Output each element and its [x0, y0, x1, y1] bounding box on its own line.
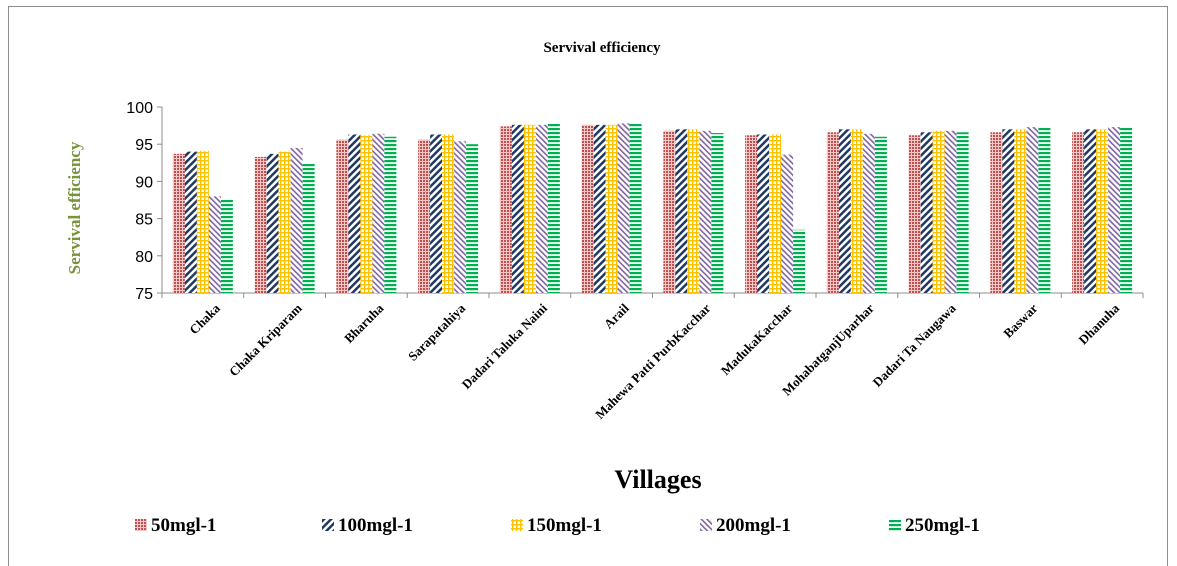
y-axis-label: Servival efficiency — [65, 141, 84, 274]
bar-100mgl-1-Dadari Taluka Naini — [511, 124, 524, 293]
bar-50mgl-1-Chaka Kriparam — [254, 156, 267, 293]
bar-200mgl-1-MohabatganjUparhar — [862, 133, 875, 293]
bar-150mgl-1-Chaka Kriparam — [278, 151, 291, 293]
bar-200mgl-1-Mahewa Patti PurbKacchar — [699, 130, 712, 293]
bar-200mgl-1-Bharuha — [372, 133, 385, 293]
bar-250mgl-1-Arail — [629, 123, 642, 293]
bar-200mgl-1-Chaka Kriparam — [290, 147, 303, 293]
bar-100mgl-1-MadukaKacchar — [757, 134, 770, 293]
x-tick-label: Baswar — [1000, 300, 1040, 340]
bar-250mgl-1-Bharuha — [384, 136, 397, 293]
bar-50mgl-1-Mahewa Patti PurbKacchar — [663, 130, 676, 293]
x-tick-label: Arail — [601, 300, 632, 331]
bar-100mgl-1-Dhanuha — [1084, 129, 1097, 293]
bar-200mgl-1-Arail — [617, 123, 630, 293]
bar-150mgl-1-Dadari Ta Naugawa — [932, 130, 945, 293]
x-tick-label: MadukaKacchar — [718, 300, 796, 378]
bar-150mgl-1-Arail — [605, 124, 618, 293]
bar-250mgl-1-Chaka — [220, 200, 233, 293]
bar-200mgl-1-Dadari Taluka Naini — [535, 124, 548, 293]
bar-250mgl-1-Dhanuha — [1120, 127, 1133, 293]
bar-150mgl-1-Chaka — [196, 150, 209, 293]
legend-swatch-50mgl-1 — [135, 519, 147, 531]
bar-200mgl-1-Chaka — [208, 196, 221, 293]
legend-swatch-200mgl-1 — [700, 519, 712, 531]
bar-50mgl-1-Dhanuha — [1072, 132, 1085, 293]
bar-50mgl-1-MohabatganjUparhar — [826, 132, 839, 293]
bar-150mgl-1-MohabatganjUparhar — [850, 129, 863, 293]
x-tick-label: Dadari Taluka Naini — [459, 300, 551, 392]
legend-label: 50mgl-1 — [151, 515, 216, 536]
legend-swatch-250mgl-1 — [889, 519, 901, 531]
y-tick-label: 80 — [135, 249, 153, 266]
legend-label: 250mgl-1 — [905, 515, 980, 536]
bar-50mgl-1-Baswar — [990, 132, 1003, 293]
y-tick-label: 75 — [135, 286, 153, 303]
bar-250mgl-1-Dadari Taluka Naini — [547, 123, 560, 293]
bar-100mgl-1-Baswar — [1002, 129, 1015, 293]
x-tick-label: Dadari Ta Naugawa — [869, 300, 959, 390]
bar-100mgl-1-Bharuha — [348, 134, 361, 293]
x-tick-label: Sarapatahiya — [405, 300, 469, 364]
bar-100mgl-1-Arail — [593, 124, 606, 293]
bar-100mgl-1-Chaka Kriparam — [266, 153, 279, 293]
bar-50mgl-1-Dadari Ta Naugawa — [908, 135, 921, 293]
bar-50mgl-1-Arail — [581, 124, 594, 293]
bar-250mgl-1-Baswar — [1038, 127, 1051, 293]
bar-150mgl-1-Dadari Taluka Naini — [523, 124, 536, 293]
legend-swatch-150mgl-1 — [511, 519, 523, 531]
bar-50mgl-1-Dadari Taluka Naini — [499, 126, 512, 294]
bar-200mgl-1-Dhanuha — [1108, 127, 1121, 293]
legend: 50mgl-1 100mgl-1 150mgl-1 200mgl-1 250mgl-1 — [135, 515, 980, 536]
bar-200mgl-1-Dadari Ta Naugawa — [944, 130, 957, 293]
bar-100mgl-1-MohabatganjUparhar — [838, 129, 851, 293]
chart-title: Servival efficiency — [543, 40, 661, 56]
legend-label: 100mgl-1 — [338, 515, 413, 536]
y-tick-label: 90 — [135, 174, 153, 191]
bar-250mgl-1-Mahewa Patti PurbKacchar — [711, 133, 724, 293]
y-tick-label: 95 — [135, 137, 153, 154]
x-tick-label: Bharuha — [341, 300, 387, 346]
bar-50mgl-1-Sarapatahiya — [418, 139, 431, 293]
bar-250mgl-1-Chaka Kriparam — [302, 162, 315, 293]
bar-50mgl-1-MadukaKacchar — [745, 135, 758, 293]
bar-250mgl-1-MadukaKacchar — [793, 229, 806, 293]
bar-150mgl-1-Dhanuha — [1096, 129, 1109, 293]
bar-250mgl-1-Sarapatahiya — [466, 144, 479, 293]
bar-150mgl-1-Mahewa Patti PurbKacchar — [687, 129, 700, 293]
y-tick-label: 100 — [126, 100, 153, 117]
y-tick-label: 85 — [135, 212, 153, 229]
bar-250mgl-1-MohabatganjUparhar — [874, 136, 887, 293]
bar-200mgl-1-MadukaKacchar — [781, 154, 794, 293]
bar-50mgl-1-Bharuha — [336, 139, 349, 293]
bar-150mgl-1-Baswar — [1014, 129, 1027, 293]
x-tick-label: MohabatganjUparhar — [779, 300, 877, 398]
bar-100mgl-1-Chaka — [184, 151, 197, 293]
bar-100mgl-1-Sarapatahiya — [430, 134, 443, 293]
legend-label: 150mgl-1 — [527, 515, 602, 536]
legend-label: 200mgl-1 — [716, 515, 791, 536]
legend-swatch-100mgl-1 — [322, 519, 334, 531]
bar-100mgl-1-Mahewa Patti PurbKacchar — [675, 129, 688, 293]
x-tick-label: Chaka Kriparam — [226, 300, 305, 379]
x-tick-label: Chaka — [186, 300, 223, 337]
bar-150mgl-1-Sarapatahiya — [442, 134, 455, 293]
bar-200mgl-1-Baswar — [1026, 127, 1039, 293]
bar-250mgl-1-Dadari Ta Naugawa — [956, 132, 969, 293]
bar-200mgl-1-Sarapatahiya — [454, 141, 467, 293]
bar-100mgl-1-Dadari Ta Naugawa — [920, 132, 933, 293]
x-axis-label: Villages — [614, 465, 701, 494]
x-tick-label: Dhanuha — [1075, 300, 1122, 347]
bar-150mgl-1-Bharuha — [360, 135, 373, 293]
bar-150mgl-1-MadukaKacchar — [769, 134, 782, 293]
bar-50mgl-1-Chaka — [172, 153, 185, 293]
